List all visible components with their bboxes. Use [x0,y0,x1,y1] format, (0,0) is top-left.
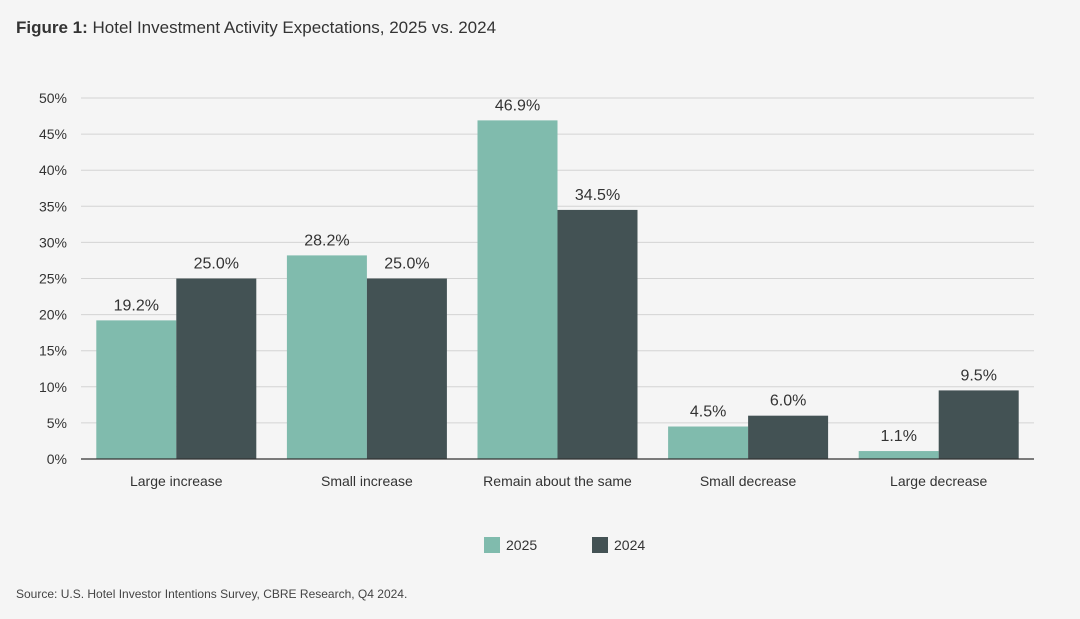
data-label: 6.0% [770,393,806,410]
legend-label: 2024 [614,537,645,553]
legend-label: 2025 [506,537,537,553]
y-tick-label: 20% [39,307,67,323]
bar-2024 [557,209,638,459]
chart-title: Figure 1: Hotel Investment Activity Expe… [16,18,496,38]
bar-2025 [96,320,177,459]
data-label: 46.9% [495,97,540,114]
x-category-label: Small decrease [700,473,797,489]
bar-2025 [668,426,749,459]
bar-2024 [366,278,447,459]
y-tick-label: 30% [39,234,67,250]
x-category-label: Remain about the same [483,473,632,489]
y-tick-label: 50% [39,90,67,106]
bar-2025 [858,451,939,459]
bar-2025 [286,255,367,459]
data-label: 34.5% [575,187,620,204]
y-tick-label: 40% [39,162,67,178]
legend-swatch-2025 [484,537,500,553]
data-label: 9.5% [960,367,996,384]
y-tick-label: 15% [39,343,67,359]
x-category-label: Large decrease [890,473,988,489]
x-category-label: Large increase [130,473,223,489]
x-category-label: Small increase [321,473,413,489]
figure-title-text: Hotel Investment Activity Expectations, … [92,18,497,37]
figure-label: Figure 1: [16,18,88,37]
bar-2024 [938,390,1019,459]
y-tick-label: 25% [39,271,67,287]
y-tick-label: 0% [47,451,67,467]
data-label: 1.1% [880,428,916,445]
bar-2025 [477,120,558,459]
data-label: 4.5% [690,404,726,421]
data-label: 28.2% [304,232,349,249]
y-tick-label: 10% [39,379,67,395]
legend-swatch-2024 [592,537,608,553]
bar-2024 [176,278,257,459]
source-note: Source: U.S. Hotel Investor Intentions S… [16,587,408,601]
bar-2024 [748,415,829,459]
y-tick-label: 45% [39,126,67,142]
data-label: 19.2% [114,297,159,314]
data-label: 25.0% [194,256,239,273]
data-label: 25.0% [384,256,429,273]
y-tick-label: 35% [39,198,67,214]
y-tick-label: 5% [47,415,67,431]
